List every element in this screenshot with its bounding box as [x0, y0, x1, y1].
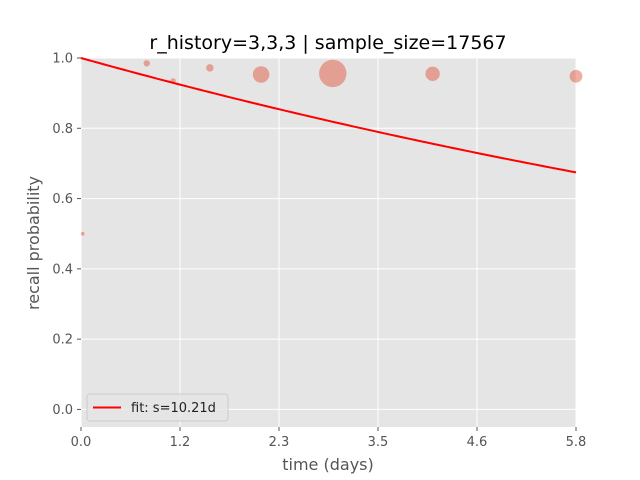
legend-box	[86, 393, 229, 422]
data-point-0	[80, 231, 85, 236]
y-axis-label: recall probability	[24, 176, 43, 310]
plot-background	[81, 58, 576, 427]
legend-fit-label: fit: s=10.21d	[131, 401, 216, 416]
data-point-6	[425, 66, 440, 81]
data-point-4	[252, 66, 270, 83]
chart-title: r_history=3,3,3 | sample_size=17567	[149, 32, 506, 54]
x-tick-label: 0.0	[71, 435, 92, 450]
y-tick-label: 0.0	[52, 403, 73, 418]
y-tick-label: 0.8	[52, 122, 73, 137]
x-tick-label: 3.5	[368, 435, 389, 450]
data-point-1	[143, 60, 150, 67]
x-tick-label: 5.8	[566, 435, 587, 450]
data-points	[80, 59, 583, 236]
y-tick-label: 0.6	[52, 192, 73, 207]
x-axis-label: time (days)	[282, 455, 373, 474]
x-tick-label: 4.6	[467, 435, 488, 450]
fit-line	[80, 57, 577, 174]
y-tick-label: 0.2	[52, 333, 73, 348]
fit-curve	[80, 57, 577, 174]
y-tick-label: 1.0	[52, 52, 73, 67]
data-point-5	[319, 59, 347, 88]
x-tick-label: 2.3	[269, 435, 290, 450]
legend: fit: s=10.21d	[86, 393, 229, 422]
y-tick-label: 0.4	[52, 262, 73, 277]
y-axis-ticks: 0.0 0.2 0.4 0.6 0.8 1.0	[52, 52, 81, 418]
data-point-7	[569, 69, 583, 83]
x-axis-ticks: 0.0 1.2 2.3 3.5 4.6 5.8	[71, 427, 587, 450]
data-point-3	[206, 64, 214, 72]
x-tick-label: 1.2	[170, 435, 191, 450]
